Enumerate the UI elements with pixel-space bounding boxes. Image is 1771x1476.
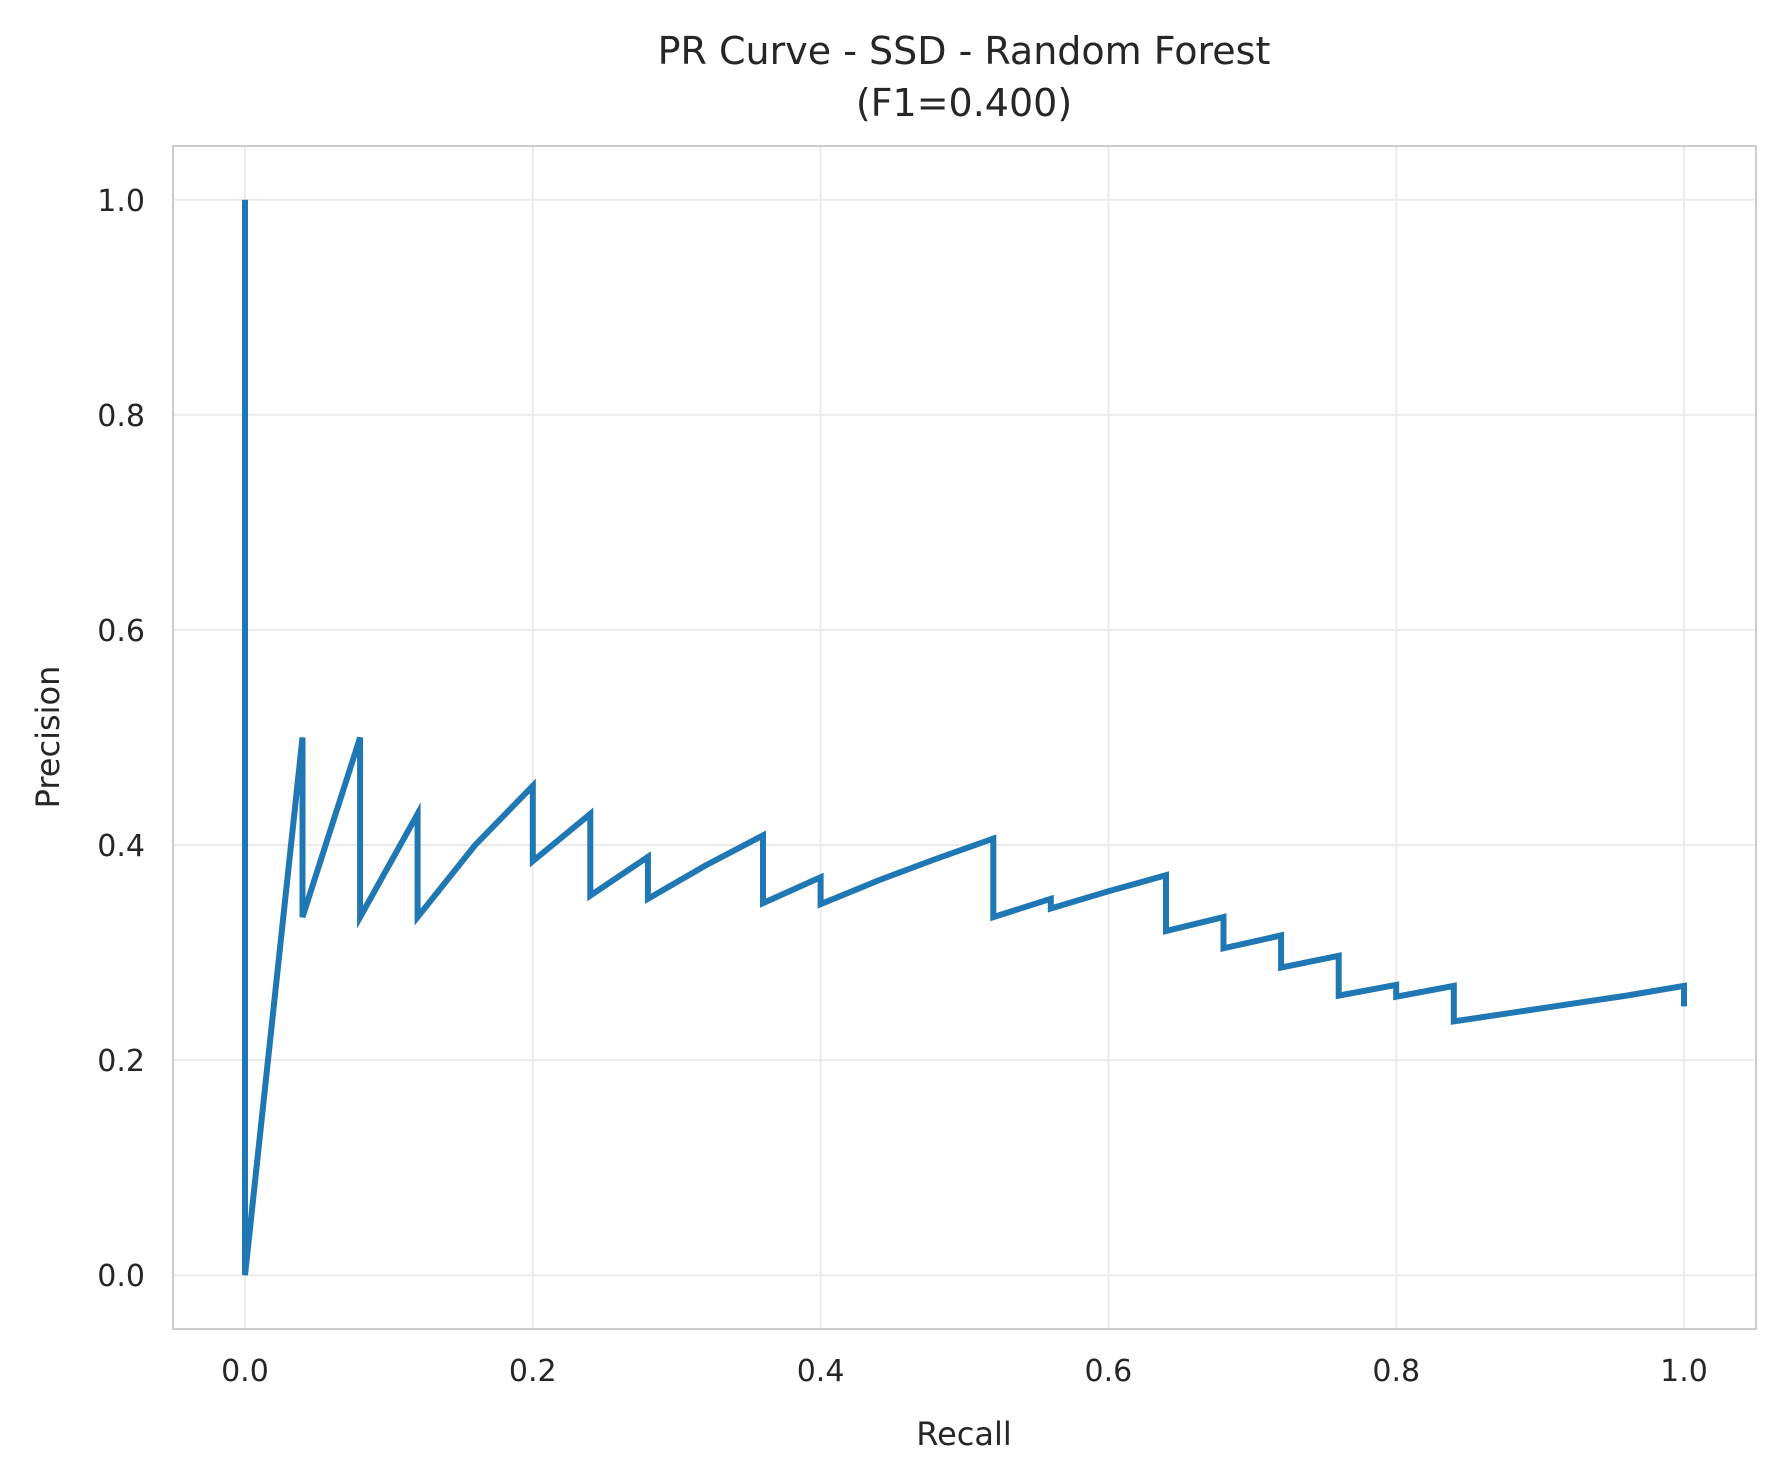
y-tick-labels: 0.0 0.2 0.4 0.6 0.8 1.0 [97,184,145,1294]
y-tick-label: 0.0 [97,1259,145,1294]
y-tick-label: 0.2 [97,1044,145,1079]
x-tick-labels: 0.0 0.2 0.4 0.6 0.8 1.0 [221,1354,1708,1389]
x-tick-label: 0.6 [1085,1354,1133,1389]
grid-lines [173,146,1756,1329]
y-tick-label: 0.6 [97,614,145,649]
x-tick-label: 0.4 [797,1354,845,1389]
x-tick-label: 0.0 [221,1354,269,1389]
y-tick-label: 0.4 [97,829,145,864]
chart-title: PR Curve - SSD - Random Forest [658,29,1271,73]
x-axis-label: Recall [916,1415,1011,1453]
y-tick-label: 0.8 [97,399,145,434]
x-tick-label: 1.0 [1660,1354,1708,1389]
x-tick-label: 0.8 [1372,1354,1420,1389]
y-axis-label: Precision [29,666,67,809]
plot-frame [172,145,1757,1330]
series-layer [242,199,1687,1276]
y-tick-label: 1.0 [97,184,145,219]
x-tick-label: 0.2 [509,1354,557,1389]
pr-curve-line [242,199,1687,1276]
chart-subtitle: (F1=0.400) [856,81,1072,125]
